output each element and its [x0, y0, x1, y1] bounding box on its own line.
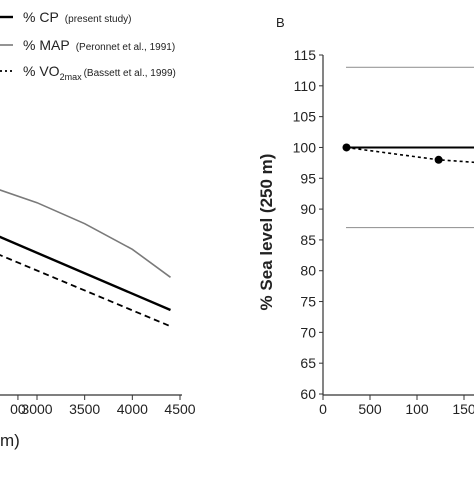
y-tick-label-b: 110: [294, 78, 317, 94]
x-tick-label-a: 3000: [21, 401, 52, 417]
y-tick-label-b: 115: [294, 47, 317, 63]
x-tick-label-b: 100: [405, 401, 429, 417]
x-tick-label-a: 4000: [117, 401, 148, 417]
series-line-cp: [0, 212, 171, 310]
series-line-vo2: [0, 231, 171, 327]
y-axis-label-b: % Sea level (250 m): [257, 154, 276, 311]
y-tick-label-b: 60: [300, 386, 316, 402]
data-point-b: [435, 156, 443, 164]
legend-label-2: % VO2max(Bassett et al., 1999): [23, 63, 176, 82]
x-tick-label-b: 500: [358, 401, 382, 417]
series-line-b-vo2: [347, 148, 474, 163]
series-line-map: [0, 175, 171, 278]
x-axis-label-a: m): [0, 431, 20, 450]
y-tick-label-b: 75: [300, 294, 316, 310]
y-tick-label-b: 90: [300, 201, 316, 217]
y-tick-label-b: 105: [293, 109, 317, 125]
x-tick-label-b: 0: [319, 401, 327, 417]
y-tick-label-b: 85: [300, 232, 316, 248]
legend-label-1: % MAP(Peronnet et al., 1991): [23, 37, 175, 53]
y-tick-label-b: 70: [300, 324, 316, 340]
y-tick-label-b: 100: [293, 139, 317, 155]
panel-b: B 60 65 70 75 80 85 90 95 100 105 110 115 0 500 100 150%…: [257, 15, 474, 417]
panel-letter-b: B: [276, 15, 285, 30]
y-tick-label-b: 80: [300, 263, 316, 279]
x-tick-label-a: 4500: [164, 401, 195, 417]
y-tick-label-b: 65: [300, 355, 316, 371]
legend-label-0: % CP(present study): [23, 9, 132, 25]
y-tick-label-b: 95: [300, 170, 316, 186]
x-tick-label-b: 150: [452, 401, 474, 417]
data-point-b: [343, 143, 351, 151]
x-tick-label-a: 3500: [69, 401, 100, 417]
